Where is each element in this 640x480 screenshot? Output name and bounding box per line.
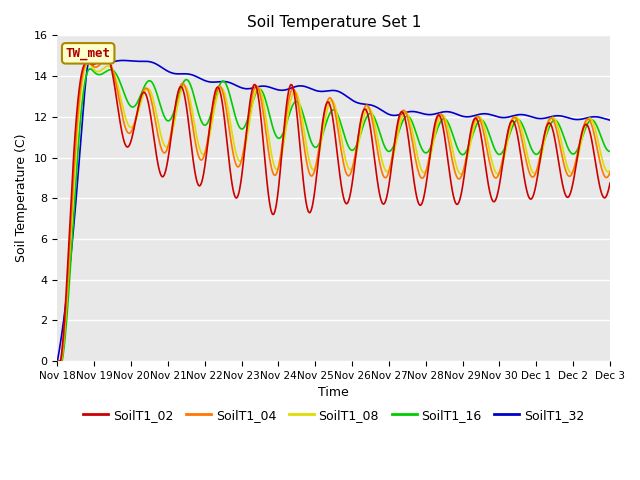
SoilT1_16 xyxy=(606,148,614,154)
SoilT1_02 xyxy=(369,138,376,144)
SoilT1_16 xyxy=(119,87,127,93)
SoilT1_04 xyxy=(300,140,307,146)
SoilT1_16 xyxy=(54,358,61,364)
SoilT1_04 xyxy=(289,86,296,92)
SoilT1_16 xyxy=(289,103,296,109)
SoilT1_08 xyxy=(310,167,317,173)
SoilT1_02 xyxy=(310,196,317,202)
SoilT1_04 xyxy=(606,169,614,175)
Line: SoilT1_32: SoilT1_32 xyxy=(58,54,610,361)
SoilT1_04 xyxy=(369,117,376,123)
Legend: SoilT1_02, SoilT1_04, SoilT1_08, SoilT1_16, SoilT1_32: SoilT1_02, SoilT1_04, SoilT1_08, SoilT1_… xyxy=(78,404,589,427)
Line: SoilT1_04: SoilT1_04 xyxy=(58,60,610,361)
SoilT1_04 xyxy=(119,116,127,122)
SoilT1_32 xyxy=(54,358,61,364)
SoilT1_32 xyxy=(88,51,95,57)
SoilT1_32 xyxy=(369,103,376,108)
SoilT1_16 xyxy=(86,66,94,72)
Text: TW_met: TW_met xyxy=(66,47,111,60)
SoilT1_16 xyxy=(369,111,376,117)
SoilT1_32 xyxy=(119,58,127,63)
SoilT1_02 xyxy=(100,50,108,56)
X-axis label: Time: Time xyxy=(318,386,349,399)
SoilT1_08 xyxy=(300,125,307,131)
SoilT1_02 xyxy=(97,54,104,60)
SoilT1_08 xyxy=(84,60,92,66)
SoilT1_16 xyxy=(300,113,307,119)
SoilT1_04 xyxy=(97,61,104,67)
Line: SoilT1_02: SoilT1_02 xyxy=(58,53,610,361)
SoilT1_04 xyxy=(310,170,317,176)
SoilT1_02 xyxy=(289,83,296,88)
SoilT1_08 xyxy=(54,358,61,364)
SoilT1_02 xyxy=(54,358,61,364)
SoilT1_08 xyxy=(289,92,296,98)
SoilT1_04 xyxy=(54,358,61,364)
SoilT1_08 xyxy=(97,68,104,73)
SoilT1_32 xyxy=(300,84,307,89)
SoilT1_08 xyxy=(119,105,127,111)
SoilT1_32 xyxy=(97,59,104,64)
SoilT1_02 xyxy=(119,134,127,140)
Line: SoilT1_16: SoilT1_16 xyxy=(58,69,610,361)
SoilT1_02 xyxy=(606,180,614,186)
SoilT1_08 xyxy=(606,168,614,173)
SoilT1_32 xyxy=(289,85,296,91)
Title: Soil Temperature Set 1: Soil Temperature Set 1 xyxy=(246,15,421,30)
SoilT1_32 xyxy=(310,87,317,93)
Line: SoilT1_08: SoilT1_08 xyxy=(58,63,610,361)
SoilT1_02 xyxy=(300,181,307,187)
SoilT1_04 xyxy=(102,57,110,62)
SoilT1_16 xyxy=(310,144,317,149)
SoilT1_32 xyxy=(606,117,614,123)
Y-axis label: Soil Temperature (C): Soil Temperature (C) xyxy=(15,134,28,263)
SoilT1_08 xyxy=(369,111,376,117)
SoilT1_16 xyxy=(97,72,104,77)
